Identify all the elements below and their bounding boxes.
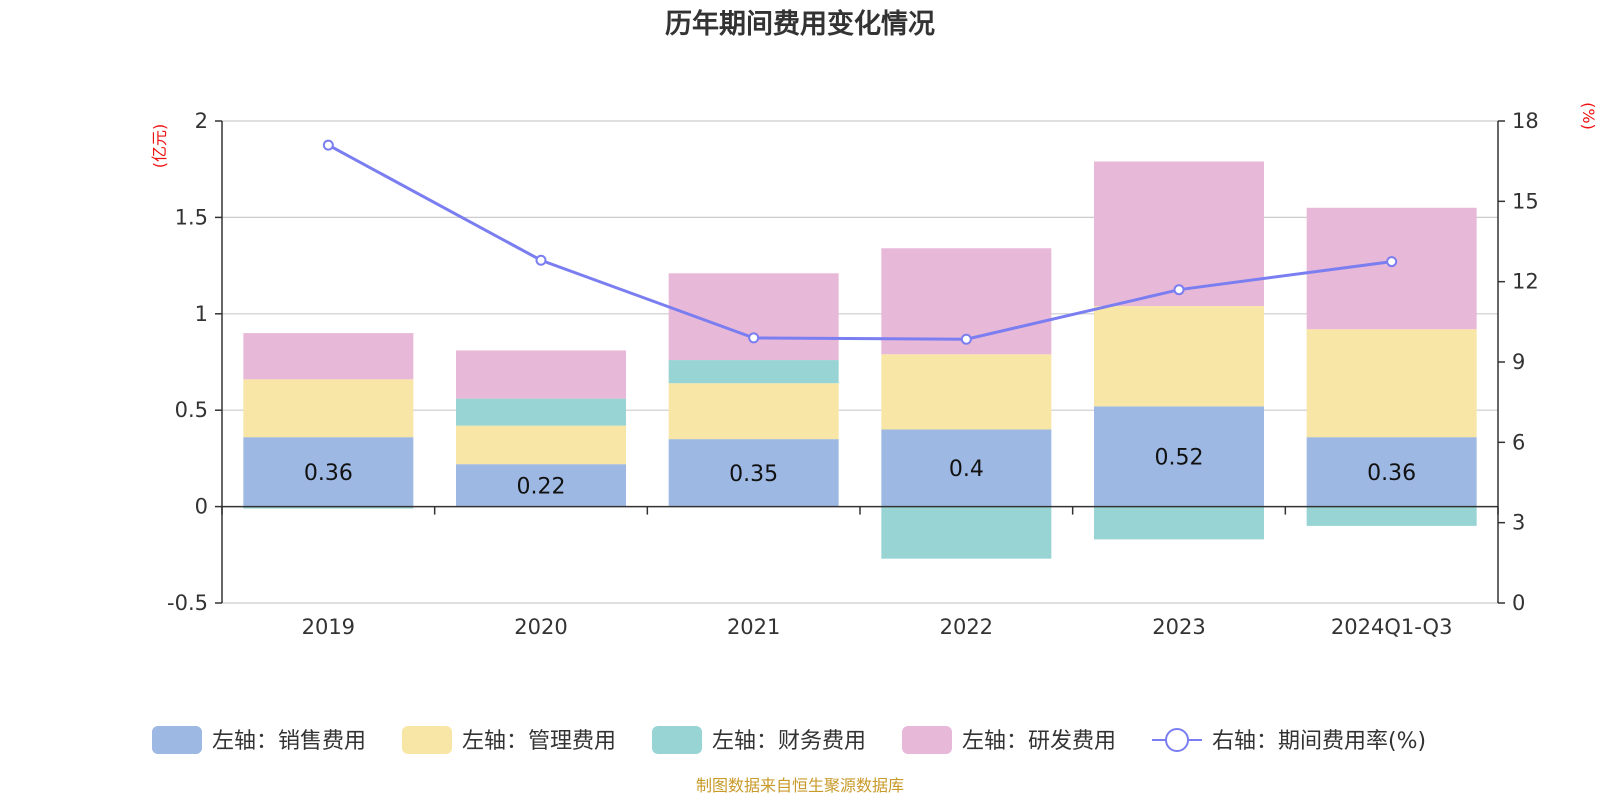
- legend: 左轴：销售费用 左轴：管理费用 左轴：财务费用 左轴：研发费用 右轴：期间费用率(%): [152, 726, 1426, 754]
- rate-point-3: [960, 333, 972, 345]
- bar-segment-s0-2: [668, 439, 839, 507]
- bar-segment-s2-0: [243, 506, 414, 509]
- bar-segment-s1-0: [243, 379, 414, 438]
- legend-label-2: 左轴：财务费用: [712, 729, 866, 754]
- data-label-4: 0.52: [1155, 445, 1204, 470]
- data-source: 制图数据来自恒生聚源数据库: [696, 776, 904, 795]
- rate-line-path: [327, 143, 1392, 341]
- right-tick-label: 3: [1512, 511, 1525, 535]
- left-tick-label: 0: [195, 495, 208, 519]
- data-label-3: 0.4: [949, 457, 984, 482]
- bar-segment-s2-2: [668, 360, 839, 384]
- bar-segment-s0-5: [1306, 437, 1477, 507]
- right-tick-label: 15: [1512, 189, 1539, 213]
- left-tick-label: 1: [195, 302, 208, 326]
- right-tick-label: 12: [1512, 270, 1539, 294]
- legend-swatch-3: [902, 726, 952, 754]
- left-tick-label: 0.5: [175, 398, 208, 422]
- bars: [243, 161, 1477, 559]
- data-label-2: 0.35: [729, 462, 778, 487]
- bar-segment-s2-5: [1306, 506, 1477, 526]
- rate-line: [322, 139, 1398, 345]
- bar-segment-s2-1: [456, 398, 626, 426]
- gridlines: [222, 120, 1498, 604]
- legend-label-4: 右轴：期间费用率(%): [1212, 729, 1426, 754]
- left-tick-label: -0.5: [167, 591, 208, 615]
- chart-title: 历年期间费用变化情况: [665, 8, 935, 40]
- bar-segment-s1-2: [668, 383, 839, 440]
- legend-swatch-2: [652, 726, 702, 754]
- legend-swatch-1: [402, 726, 452, 754]
- right-tick-label: 18: [1512, 109, 1539, 133]
- bar-segment-s0-3: [881, 429, 1052, 507]
- legend-swatch-0: [152, 726, 202, 754]
- x-tick-label-0: 2019: [302, 615, 355, 639]
- bar-segment-s1-3: [881, 354, 1052, 430]
- rate-point-0: [322, 139, 334, 151]
- bar-segment-s2-3: [881, 506, 1052, 559]
- left-tick-label: 2: [195, 109, 208, 133]
- axes: -0.5 0 0.5 1 1.5 2 0 3 6 9 12 15 18 2019 2020 2021 2022 2…: [167, 109, 1539, 639]
- bar-segment-s0-0: [243, 437, 414, 507]
- bar-segment-s0-1: [456, 464, 626, 507]
- right-tick-label: 9: [1512, 350, 1525, 374]
- bar-segment-s2-4: [1094, 506, 1264, 540]
- legend-label-3: 左轴：研发费用: [962, 729, 1116, 754]
- bar-segment-s3-1: [456, 350, 626, 399]
- legend-label-1: 左轴：管理费用: [462, 729, 616, 754]
- bar-segment-s3-0: [243, 333, 414, 380]
- x-tick-label-3: 2022: [940, 615, 993, 639]
- x-tick-label-2: 2021: [727, 615, 780, 639]
- left-tick-label: 1.5: [175, 205, 208, 229]
- data-label-0: 0.36: [304, 461, 353, 486]
- right-tick-label: 6: [1512, 430, 1525, 454]
- rate-point-2: [748, 332, 760, 344]
- data-labels: 0.36 0.22 0.35 0.4 0.52 0.36: [304, 445, 1416, 499]
- x-tick-label-5: 2024Q1-Q3: [1331, 615, 1453, 639]
- rate-point-5: [1386, 256, 1398, 268]
- bar-segment-s1-1: [456, 425, 626, 465]
- data-label-5: 0.36: [1367, 461, 1416, 486]
- x-tick-label-1: 2020: [514, 615, 567, 639]
- rate-point-4: [1173, 284, 1185, 296]
- left-axis-unit: (亿元): [150, 124, 169, 169]
- bar-segment-s0-4: [1094, 406, 1264, 507]
- right-tick-label: 0: [1512, 591, 1525, 615]
- rate-point-1: [535, 254, 547, 266]
- right-axis-unit: (%): [1579, 102, 1598, 130]
- x-tick-label-4: 2023: [1152, 615, 1205, 639]
- bar-segment-s1-5: [1306, 329, 1477, 438]
- legend-label-0: 左轴：销售费用: [212, 729, 366, 754]
- bar-segment-s1-4: [1094, 306, 1264, 407]
- legend-line-marker: [1165, 728, 1189, 752]
- data-label-1: 0.22: [517, 474, 566, 499]
